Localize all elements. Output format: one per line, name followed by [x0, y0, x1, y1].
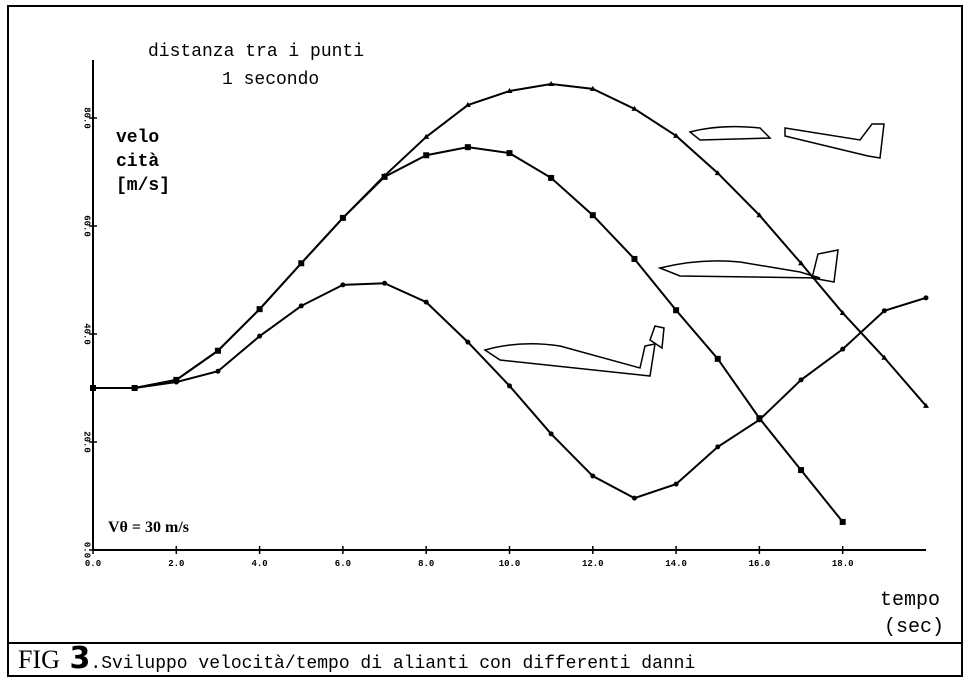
data-point	[215, 369, 220, 374]
data-point	[257, 306, 263, 312]
x-tick-label: 10.0	[499, 559, 521, 569]
x-axis-label: tempo	[880, 589, 940, 612]
y-tick-label: 40.0	[82, 323, 92, 345]
data-point	[757, 417, 762, 422]
data-point	[424, 300, 429, 305]
data-point	[840, 347, 845, 352]
series-line	[93, 283, 926, 498]
data-point	[340, 282, 345, 287]
annotation: 1 secondo	[222, 70, 319, 90]
caption-prefix: FIG	[18, 645, 60, 674]
data-point	[382, 174, 388, 180]
data-point	[382, 281, 387, 286]
caption-number: 3	[70, 641, 91, 676]
data-point	[423, 152, 429, 158]
data-point	[548, 175, 554, 181]
data-point	[215, 348, 221, 354]
data-point	[174, 380, 179, 385]
y-tick-label: 0.0	[82, 542, 92, 558]
data-point	[299, 303, 304, 308]
glider-sketch	[485, 124, 884, 376]
caption: FIG 3.Sviluppo velocità/tempo di alianti…	[18, 641, 695, 676]
y-tick-label: 80.0	[82, 107, 92, 129]
y-axis-label: cità	[116, 152, 159, 172]
frame	[8, 6, 962, 676]
data-point	[465, 144, 471, 150]
x-tick-label: 14.0	[665, 559, 687, 569]
y-tick-label: 20.0	[82, 431, 92, 453]
x-tick-label: 4.0	[251, 559, 267, 569]
data-point	[590, 212, 596, 218]
x-tick-label: 16.0	[749, 559, 771, 569]
data-point	[840, 519, 846, 525]
data-point	[674, 482, 679, 487]
data-point	[590, 474, 595, 479]
data-point	[549, 431, 554, 436]
data-point	[507, 150, 513, 156]
y-axis-label: velo	[116, 128, 159, 148]
series-line	[93, 147, 843, 522]
data-point	[715, 444, 720, 449]
caption-text: .Sviluppo velocità/tempo di alianti con …	[90, 654, 695, 674]
data-point	[715, 356, 721, 362]
initial-speed-label: Vθ = 30 m/s	[108, 519, 189, 536]
x-axis-label: (sec)	[884, 616, 944, 639]
x-tick-label: 8.0	[418, 559, 434, 569]
data-point	[298, 260, 304, 266]
x-tick-label: 2.0	[168, 559, 184, 569]
data-point	[673, 307, 679, 313]
x-tick-label: 6.0	[335, 559, 351, 569]
chart: distanza tra i punti 1 secondo velo cità…	[0, 0, 970, 681]
data-point	[798, 467, 804, 473]
data-point	[799, 377, 804, 382]
data-point	[882, 308, 887, 313]
y-tick-label: 60.0	[82, 215, 92, 237]
annotation: distanza tra i punti	[148, 42, 364, 62]
data-point	[632, 496, 637, 501]
data-point	[91, 386, 96, 391]
page: {"chart_data": { "type": "line", "annota…	[0, 0, 970, 681]
x-tick-label: 12.0	[582, 559, 604, 569]
data-point	[465, 340, 470, 345]
x-tick-label: 0.0	[85, 559, 101, 569]
data-point	[631, 256, 637, 262]
data-point	[507, 383, 512, 388]
data-point	[132, 386, 137, 391]
data-point	[924, 295, 929, 300]
y-axis-label: [m/s]	[116, 176, 170, 196]
data-point	[340, 215, 346, 221]
series-line	[93, 84, 926, 406]
data-point	[257, 334, 262, 339]
x-tick-label: 18.0	[832, 559, 854, 569]
